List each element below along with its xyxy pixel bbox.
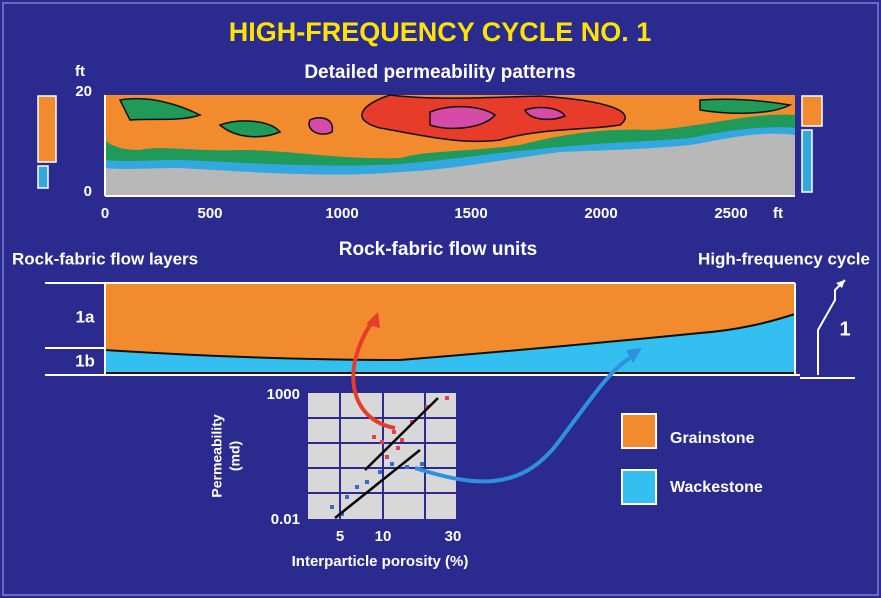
x-tick-label: 500 (197, 205, 222, 222)
y-tick-label: 20 (75, 83, 92, 100)
x-tick-label: 2000 (584, 205, 617, 222)
y-unit: ft (75, 63, 85, 80)
panel-title: Detailed permeability patterns (304, 62, 575, 83)
legend-label: Grainstone (670, 430, 755, 447)
title: HIGH-FREQUENCY CYCLE NO. 1 (229, 17, 652, 47)
layer-label: 1b (75, 351, 95, 370)
y-label: Permeability (209, 414, 225, 497)
permeability-section (105, 95, 795, 195)
cycle-label: 1 (839, 318, 850, 340)
left-column (38, 166, 48, 188)
x-tick-label: 2500 (714, 205, 747, 222)
x-unit: ft (773, 205, 783, 222)
left-label: Rock-fabric flow layers (12, 249, 198, 268)
x-tick-label: 1500 (454, 205, 487, 222)
x-tick-label: 0 (101, 205, 109, 222)
right-column (802, 130, 812, 192)
x-tick-label: 30 (445, 528, 462, 545)
legend-swatch (622, 470, 656, 504)
x-label: Interparticle porosity (%) (292, 553, 469, 570)
left-column (38, 96, 56, 162)
y-tick-label: 0 (84, 183, 92, 200)
x-tick-label: 5 (336, 528, 344, 545)
right-label: High-frequency cycle (698, 249, 870, 268)
layer-label: 1a (76, 307, 95, 326)
y-label: (md) (227, 441, 243, 471)
panel-title: Rock-fabric flow units (339, 239, 537, 260)
y-tick-label: 1000 (267, 386, 300, 403)
legend-swatch (622, 414, 656, 448)
x-tick-label: 1000 (325, 205, 358, 222)
legend-label: Wackestone (670, 479, 763, 496)
slide: HIGH-FREQUENCY CYCLE NO. 1 Detailed perm… (0, 0, 881, 598)
right-column (802, 96, 822, 126)
x-tick-label: 10 (375, 528, 392, 545)
y-tick-label: 0.01 (271, 511, 300, 528)
